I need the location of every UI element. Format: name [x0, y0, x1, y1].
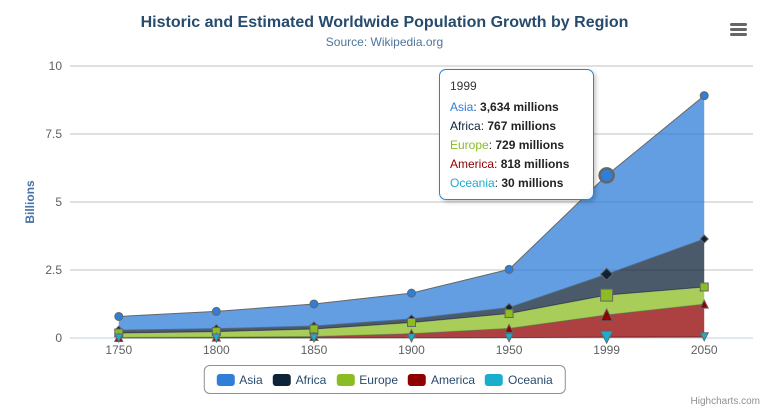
legend-item-asia[interactable]: Asia [216, 372, 263, 387]
marker-africa-2050[interactable] [699, 234, 709, 244]
y-axis-label: 5 [55, 195, 62, 209]
tooltip-series-value: 3,634 millions [480, 100, 559, 114]
area-africa[interactable] [118, 238, 705, 334]
marker-europe-1900[interactable] [407, 317, 416, 327]
x-axis-label: 1800 [203, 343, 230, 357]
legend-swatch-europe [336, 373, 355, 386]
y-axis-label: 10 [49, 59, 63, 73]
marker-oceania-1999[interactable] [599, 330, 614, 345]
x-axis-label: 1950 [496, 343, 523, 357]
legend-swatch-asia [216, 373, 235, 386]
marker-asia-1900[interactable] [407, 288, 416, 298]
hamburger-icon [730, 22, 748, 36]
area-asia[interactable] [118, 95, 705, 331]
legend-item-africa[interactable]: Africa [272, 372, 327, 387]
legend-label: America [431, 372, 476, 387]
export-menu-button[interactable] [728, 20, 750, 40]
tooltip: 1999 Asia: 3,634 millions Africa: 767 mil… [439, 69, 594, 200]
marker-asia-1850[interactable] [309, 299, 319, 309]
tooltip-series-value: 818 millions [500, 157, 570, 171]
tooltip-series-value: 767 millions [487, 119, 557, 133]
marker-oceania-1750[interactable] [113, 333, 124, 344]
tooltip-series-value: 729 millions [495, 138, 565, 152]
marker-europe-1999[interactable] [600, 288, 614, 302]
legend-swatch-america [408, 373, 427, 386]
x-axis-label: 2050 [691, 343, 718, 357]
y-axis-label: 0 [55, 331, 62, 345]
legend-label: Oceania [508, 372, 553, 387]
legend-item-america[interactable]: America [408, 373, 475, 387]
marker-asia-1750[interactable] [114, 311, 124, 321]
tooltip-series-name: Asia [450, 100, 474, 114]
marker-america-1950[interactable] [504, 323, 514, 333]
tooltip-series-value: 30 millions [501, 176, 564, 190]
tooltip-series-name: Africa [450, 119, 481, 133]
marker-asia-1800[interactable] [211, 306, 221, 316]
marker-asia-2050[interactable] [699, 91, 709, 101]
tooltip-series-name: Oceania [450, 176, 495, 190]
tooltip-row-europe: Europe: 729 millions [450, 138, 565, 152]
legend-swatch-oceania [485, 373, 504, 386]
tooltip-row-oceania: Oceania: 30 millions [450, 176, 564, 190]
marker-oceania-1950[interactable] [504, 333, 514, 343]
marker-europe-2050[interactable] [699, 282, 709, 292]
chart-subtitle: Source: Wikipedia.org [325, 35, 444, 49]
tooltip-rows: Asia: 3,634 millions Africa: 767 millions… [450, 98, 583, 193]
legend-swatch-africa [272, 373, 291, 386]
marker-asia-1950[interactable] [504, 264, 514, 274]
y-axis-label: 7.5 [45, 127, 62, 141]
x-axis-label: 1999 [593, 343, 620, 357]
tooltip-row-africa: Africa: 767 millions [450, 119, 557, 133]
legend-label: Africa [295, 372, 327, 387]
tooltip-row-america: America: 818 millions [450, 157, 570, 171]
marker-europe-1950[interactable] [504, 309, 514, 319]
legend-item-oceania[interactable]: Oceania [485, 373, 553, 387]
y-axis-label: 2.5 [45, 263, 62, 277]
legend-item-europe[interactable]: Europe [336, 373, 398, 387]
tooltip-series-name: America [450, 157, 495, 171]
marker-america-1999[interactable] [599, 307, 614, 322]
x-axis-label: 1900 [398, 343, 425, 357]
marker-oceania-2050[interactable] [699, 332, 710, 342]
x-axis-label: 1850 [301, 343, 328, 357]
marker-oceania-1900[interactable] [406, 333, 417, 343]
tooltip-series-name: Europe [450, 138, 489, 152]
marker-africa-1999[interactable] [599, 267, 614, 281]
area-america[interactable] [118, 304, 705, 338]
legend-label: Asia [239, 372, 263, 387]
legend: Asia Africa Europe America Oceania [203, 365, 566, 394]
legend-label: Europe [359, 372, 399, 387]
chart-title: Historic and Estimated Worldwide Populat… [140, 14, 629, 31]
tooltip-row-asia: Asia: 3,634 millions [450, 100, 559, 114]
tooltip-header: 1999 [450, 79, 477, 93]
marker-oceania-1850[interactable] [309, 333, 319, 344]
marker-oceania-1800[interactable] [211, 333, 222, 344]
marker-asia-1999[interactable] [598, 167, 615, 184]
credits-link[interactable]: Highcharts.com [690, 396, 760, 407]
x-axis-label: 1750 [105, 343, 132, 357]
marker-america-2050[interactable] [699, 298, 710, 309]
